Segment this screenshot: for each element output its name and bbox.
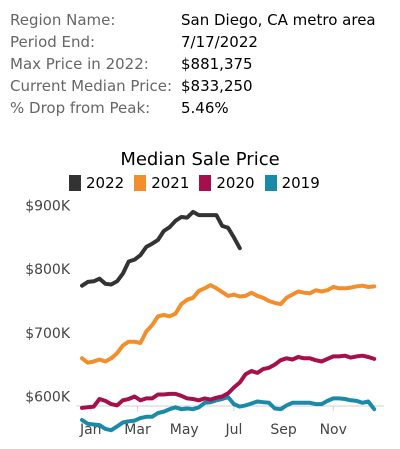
legend-label-2022: 2022 [86, 174, 125, 192]
legend-label-2020: 2020 [216, 174, 255, 192]
legend-swatch-2019 [264, 175, 277, 191]
legend-swatch-2022 [69, 175, 81, 191]
current-median-label: Current Median Price: [10, 77, 173, 95]
current-median-value: $833,250 [181, 77, 253, 95]
max-price-value: $881,375 [181, 55, 253, 73]
legend-swatch-2020 [199, 175, 212, 191]
series-line-2019[interactable] [80, 395, 377, 433]
series-line-2021[interactable] [80, 283, 377, 365]
legend-item-2021[interactable]: 2021 [134, 174, 189, 192]
x-tick-label: Sep [270, 422, 297, 438]
y-tick-label: $800K [25, 262, 71, 278]
legend-label-2021: 2021 [151, 174, 190, 192]
region-name-value: San Diego, CA metro area [181, 11, 376, 29]
y-tick-label: $600K [25, 389, 71, 405]
x-tick-label: Mar [124, 422, 151, 438]
legend-item-2019[interactable]: 2019 [264, 174, 320, 192]
legend-item-2020[interactable]: 2020 [199, 174, 255, 192]
region-name-label: Region Name: [10, 11, 116, 29]
chart-title: Median Sale Price [120, 149, 280, 170]
period-end-value: 7/17/2022 [181, 33, 258, 51]
legend-item-2022[interactable]: 2022 [69, 174, 124, 192]
series-layer [80, 209, 377, 433]
chart-legend: 2022 2021 2020 2019 [69, 174, 330, 192]
series-line-2020[interactable] [80, 353, 377, 410]
series-line-2022[interactable] [80, 209, 242, 288]
drop-from-peak-label: % Drop from Peak: [10, 99, 151, 117]
x-tick-label: Jul [224, 422, 242, 438]
period-end-label: Period End: [10, 33, 96, 51]
max-price-label: Max Price in 2022: [10, 55, 149, 73]
y-tick-label: $700K [25, 326, 71, 342]
legend-label-2019: 2019 [281, 174, 320, 192]
y-tick-label: $900K [25, 199, 71, 215]
x-tick-label: May [170, 422, 199, 438]
x-tick-label: Nov [320, 422, 347, 438]
legend-swatch-2021 [134, 175, 147, 191]
drop-from-peak-value: 5.46% [181, 99, 229, 117]
